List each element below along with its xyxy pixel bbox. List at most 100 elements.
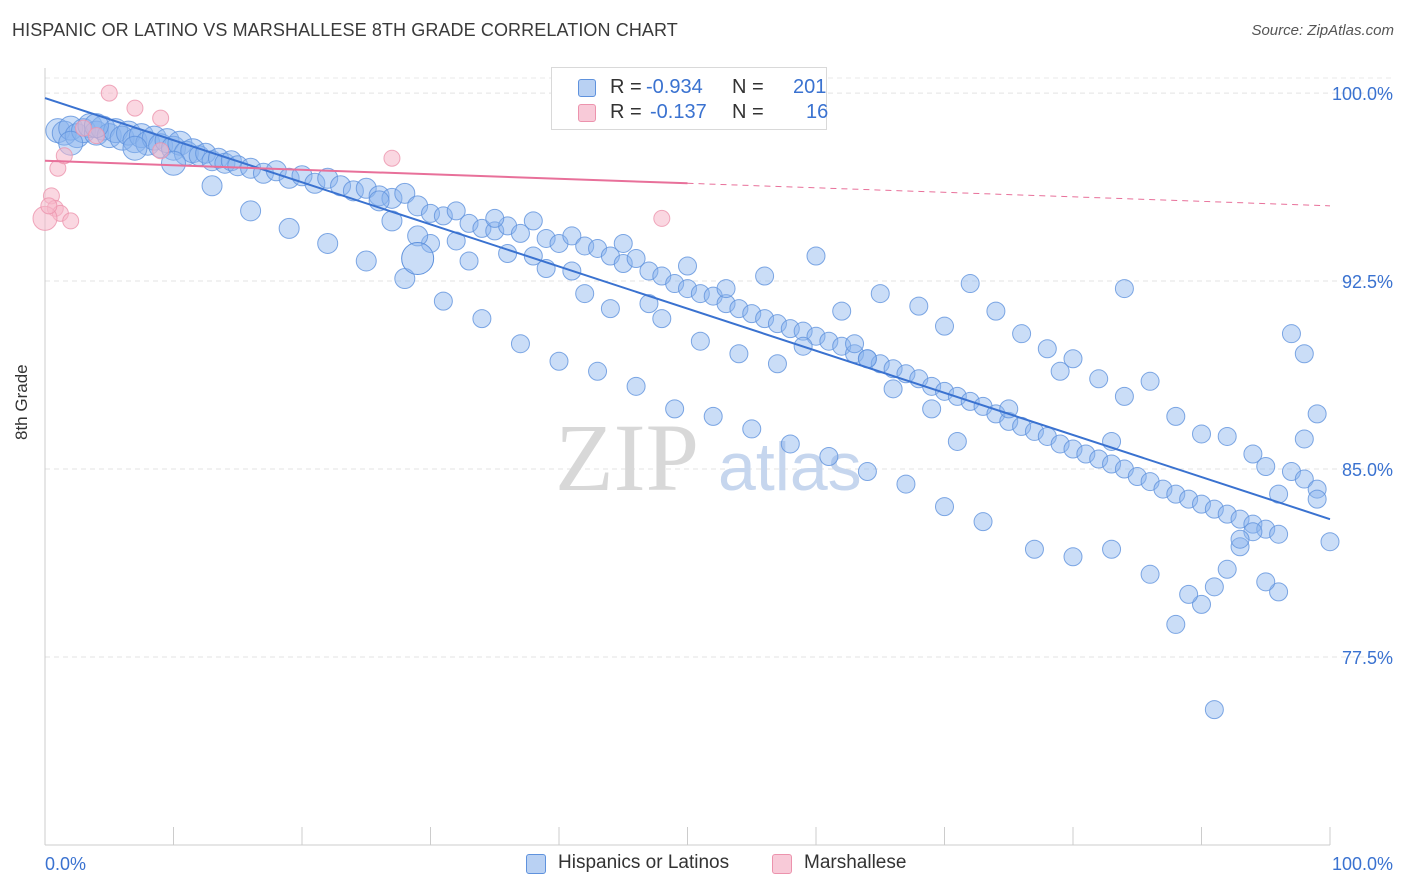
data-point-hispanics <box>793 321 813 341</box>
data-point-marshallese <box>75 119 93 137</box>
r-label: R = <box>610 76 642 98</box>
data-point-hispanics <box>845 334 865 354</box>
data-point-hispanics <box>832 301 852 321</box>
data-point-hispanics <box>767 354 787 374</box>
data-point-hispanics <box>510 223 530 243</box>
data-point-hispanics <box>1217 504 1237 524</box>
data-point-hispanics <box>1243 514 1263 534</box>
data-point-hispanics <box>510 334 530 354</box>
n-label: N = <box>732 101 764 123</box>
r-value: -0.137 <box>650 101 707 123</box>
data-point-hispanics <box>1256 572 1276 592</box>
data-point-hispanics <box>355 250 377 272</box>
y-tick-label: 85.0% <box>1342 460 1393 480</box>
data-point-hispanics <box>935 316 954 336</box>
data-point-hispanics <box>1063 349 1083 369</box>
data-point-hispanics <box>665 399 685 419</box>
data-point-hispanics <box>678 279 697 299</box>
legend-label: Hispanics or Latinos <box>558 852 730 873</box>
data-point-hispanics <box>446 201 466 221</box>
data-point-hispanics <box>1192 594 1211 614</box>
data-point-hispanics <box>1230 509 1250 529</box>
data-point-hispanics <box>639 261 659 281</box>
swatch-pink <box>578 104 596 122</box>
data-point-hispanics <box>1217 426 1237 446</box>
data-point-hispanics <box>1114 279 1134 299</box>
data-point-hispanics <box>986 301 1006 321</box>
data-point-hispanics <box>240 200 262 222</box>
y-tick-label: 92.5% <box>1342 272 1393 292</box>
data-point-hispanics <box>278 217 300 239</box>
data-point-hispanics <box>1050 361 1070 381</box>
data-point-hispanics <box>1256 457 1276 477</box>
data-point-hispanics <box>1320 532 1340 552</box>
data-point-hispanics <box>1204 700 1224 720</box>
data-point-hispanics <box>1089 369 1109 389</box>
data-point-hispanics <box>678 256 697 276</box>
data-point-hispanics <box>485 208 505 228</box>
data-point-hispanics <box>161 150 186 176</box>
data-point-hispanics <box>922 399 942 419</box>
data-point-hispanics <box>1307 404 1327 424</box>
data-point-hispanics <box>201 175 223 197</box>
data-point-hispanics <box>767 314 787 334</box>
data-point-hispanics <box>1166 614 1186 634</box>
data-point-hispanics <box>883 359 903 379</box>
data-point-hispanics <box>729 299 749 319</box>
watermark-atlas: atlas <box>718 429 862 505</box>
data-point-hispanics <box>227 155 249 177</box>
data-point-hispanics <box>819 447 839 466</box>
data-point-hispanics <box>613 254 633 274</box>
data-point-hispanics <box>1307 479 1327 499</box>
data-point-hispanics <box>857 462 877 482</box>
data-point-hispanics <box>355 177 377 199</box>
trend-line-marshallese-extrapolated <box>687 182 1331 207</box>
data-point-marshallese <box>87 127 105 145</box>
stats-box: R = -0.934 N = 201 R = -0.137 N = 16 <box>551 67 828 130</box>
data-point-hispanics <box>639 294 659 314</box>
data-point-hispanics <box>755 309 775 329</box>
data-point-hispanics <box>1076 444 1096 464</box>
data-point-hispanics <box>626 376 646 396</box>
data-point-hispanics <box>433 206 453 226</box>
data-point-hispanics <box>342 180 364 202</box>
tick-labels: 100.0% 92.5% 85.0% 77.5% 0.0% 100.0% <box>45 84 1393 874</box>
data-point-hispanics <box>536 228 556 248</box>
data-point-hispanics <box>1166 484 1186 504</box>
watermark-zip: ZIP <box>555 404 699 511</box>
data-point-hispanics <box>407 195 429 217</box>
data-point-hispanics <box>1294 344 1314 364</box>
data-point-hispanics <box>1102 454 1122 474</box>
data-point-hispanics <box>716 279 736 299</box>
data-point-hispanics <box>1230 537 1250 557</box>
data-point-hispanics <box>459 251 479 271</box>
data-point-hispanics <box>1140 564 1160 584</box>
x-tick-label: 100.0% <box>1332 854 1393 874</box>
data-point-hispanics <box>122 135 148 161</box>
data-point-hispanics <box>588 361 608 381</box>
r-label: R = <box>610 101 642 123</box>
data-point-hispanics <box>401 241 435 275</box>
trend-line-marshallese <box>44 159 688 185</box>
data-point-hispanics <box>1192 424 1211 444</box>
data-point-hispanics <box>935 381 954 401</box>
data-point-hispanics <box>394 182 416 204</box>
data-point-marshallese <box>55 147 73 165</box>
data-point-hispanics <box>935 497 954 517</box>
data-point-hispanics <box>600 299 620 319</box>
data-point-hispanics <box>1063 547 1083 567</box>
data-point-hispanics <box>1089 449 1109 469</box>
data-point-hispanics <box>613 233 633 253</box>
data-point-hispanics <box>1294 469 1314 489</box>
data-point-hispanics <box>1153 479 1173 499</box>
r-value: -0.934 <box>646 76 703 98</box>
data-point-hispanics <box>1294 429 1314 449</box>
data-point-marshallese <box>100 84 118 102</box>
data-point-hispanics <box>755 266 775 286</box>
data-point-hispanics <box>806 246 826 266</box>
data-point-marshallese <box>40 197 58 215</box>
data-point-hispanics <box>883 379 903 399</box>
data-point-hispanics <box>575 284 595 304</box>
legend-label: Marshallese <box>804 852 907 873</box>
